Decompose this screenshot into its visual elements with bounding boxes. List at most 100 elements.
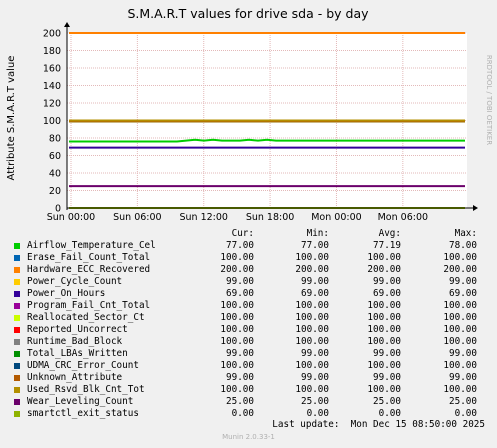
series-line [69,138,465,143]
legend-avg: 25.00 [373,396,401,407]
y-tick-label: 200 [43,29,61,40]
x-tick-label: Sun 18:00 [246,212,294,223]
legend-avg: 99.00 [373,372,401,383]
y-tick-label: 160 [43,64,61,75]
legend-min: 69.00 [301,288,329,299]
legend-row: Wear_Leveling_Count 25.00 25.00 25.00 25.00 [12,396,492,408]
legend-cur: 99.00 [226,372,254,383]
plot-area: 0 20 40 60 80 100 120 140 160 180 200 Sun 00:00 Sun … [43,22,478,223]
x-axis-arrow [473,205,478,211]
munin-version: Munin 2.0.33-1 [222,433,275,441]
legend-max: 100.00 [443,384,477,395]
legend-min: 100.00 [295,252,329,263]
y-axis-label: Attribute S.M.A.R.T value [6,56,17,181]
legend-max: 100.00 [443,300,477,311]
legend-swatch [14,291,20,297]
legend-avg: 200.00 [367,264,401,275]
legend-header: Cur: Min: Avg: Max: [12,228,492,240]
legend-avg: 100.00 [367,360,401,371]
legend-name: Erase_Fail_Count_Total [27,252,151,263]
legend-row: smartctl_exit_status 0.00 0.00 0.00 0.00 [12,408,492,420]
legend-row: Unknown_Attribute 99.00 99.00 99.00 99.00 [12,372,492,384]
last-update: Last update: Mon Dec 15 08:50:00 2025 [272,419,485,430]
legend-swatch [14,327,20,333]
legend-max: 25.00 [449,396,477,407]
legend-cur: 99.00 [226,348,254,359]
legend-row: Power_On_Hours 69.00 69.00 69.00 69.00 [12,288,492,300]
legend-rows: Airflow_Temperature_Cel 77.00 77.00 77.19 78… [12,240,492,420]
legend-swatch [14,375,20,381]
legend-swatch [14,387,20,393]
legend-min: 100.00 [295,324,329,335]
legend-min: 200.00 [295,264,329,275]
legend-row: UDMA_CRC_Error_Count 100.00 100.00 100.00 10… [12,360,492,372]
legend-name: Runtime_Bad_Block [27,336,123,347]
legend-name: Unknown_Attribute [27,372,123,383]
legend-name: Reported_Uncorrect [27,324,128,335]
legend-cur: 100.00 [220,300,254,311]
legend-max: 69.00 [449,288,477,299]
x-tick-label: Mon 00:00 [311,212,361,223]
legend-cur: 100.00 [220,336,254,347]
legend-cur: 25.00 [226,396,254,407]
legend-avg: 99.00 [373,276,401,287]
legend-name: Hardware_ECC_Recovered [27,264,151,275]
legend-row: Runtime_Bad_Block 100.00 100.00 100.00 100.0… [12,336,492,348]
y-tick-label: 180 [43,46,61,57]
legend-max: 78.00 [449,240,477,251]
legend-min: 100.00 [295,336,329,347]
legend-row: Airflow_Temperature_Cel 77.00 77.00 77.19 78… [12,240,492,252]
y-tick-label: 0 [55,204,61,215]
legend-max: 200.00 [443,264,477,275]
legend-row: Erase_Fail_Count_Total 100.00 100.00 100.00… [12,252,492,264]
legend-name: Airflow_Temperature_Cel [27,240,156,251]
legend-cur: 77.00 [226,240,254,251]
legend-max: 0.00 [454,408,477,419]
header-avg: Avg: [378,228,401,239]
legend-cur: 69.00 [226,288,254,299]
legend-cur: 200.00 [220,264,254,275]
legend-row: Reported_Uncorrect 100.00 100.00 100.00 100.… [12,324,492,336]
legend-name: Total_LBAs_Written [27,348,128,359]
legend-swatch [14,303,20,309]
legend-swatch [14,399,20,405]
chart: S.M.A.R.T values for drive sda - by day … [6,6,493,223]
legend-name: UDMA_CRC_Error_Count [27,360,139,371]
legend-cur: 0.00 [231,408,254,419]
legend-cur: 100.00 [220,312,254,323]
legend-avg: 100.00 [367,312,401,323]
legend-min: 25.00 [301,396,329,407]
y-tick-label: 120 [43,99,61,110]
legend-name: Program_Fail_Cnt_Total [27,300,151,311]
legend-max: 100.00 [443,360,477,371]
legend-min: 100.00 [295,312,329,323]
y-axis-arrow [64,22,70,27]
legend-swatch [14,267,20,273]
legend-avg: 100.00 [367,252,401,263]
legend-name: Reallocated_Sector_Ct [27,312,145,323]
legend-min: 100.00 [295,384,329,395]
y-tick-label: 60 [49,151,61,162]
legend-name: Wear_Leveling_Count [27,396,134,407]
legend-cur: 100.00 [220,252,254,263]
legend-avg: 100.00 [367,384,401,395]
x-tick-label: Sun 06:00 [113,212,161,223]
legend-row: Program_Fail_Cnt_Total 100.00 100.00 100.00… [12,300,492,312]
header-cur: Cur: [231,228,254,239]
y-tick-label: 80 [49,134,61,145]
legend-row: Hardware_ECC_Recovered 200.00 200.00 200.00… [12,264,492,276]
legend-cur: 100.00 [220,324,254,335]
legend-row: Total_LBAs_Written 99.00 99.00 99.00 99.00 [12,348,492,360]
rrdtool-label: RRDTOOL / TOBI OETIKER [485,55,493,145]
y-tick-label: 140 [43,81,61,92]
x-tick-label: Mon 06:00 [378,212,428,223]
x-tick-label: Sun 12:00 [179,212,227,223]
legend-row: Reallocated_Sector_Ct 100.00 100.00 100.00 1… [12,312,492,324]
legend-swatch [14,411,20,417]
legend-swatch [14,315,20,321]
legend-cur: 100.00 [220,360,254,371]
legend-cur: 100.00 [220,384,254,395]
legend-cur: 99.00 [226,276,254,287]
legend-avg: 99.00 [373,348,401,359]
